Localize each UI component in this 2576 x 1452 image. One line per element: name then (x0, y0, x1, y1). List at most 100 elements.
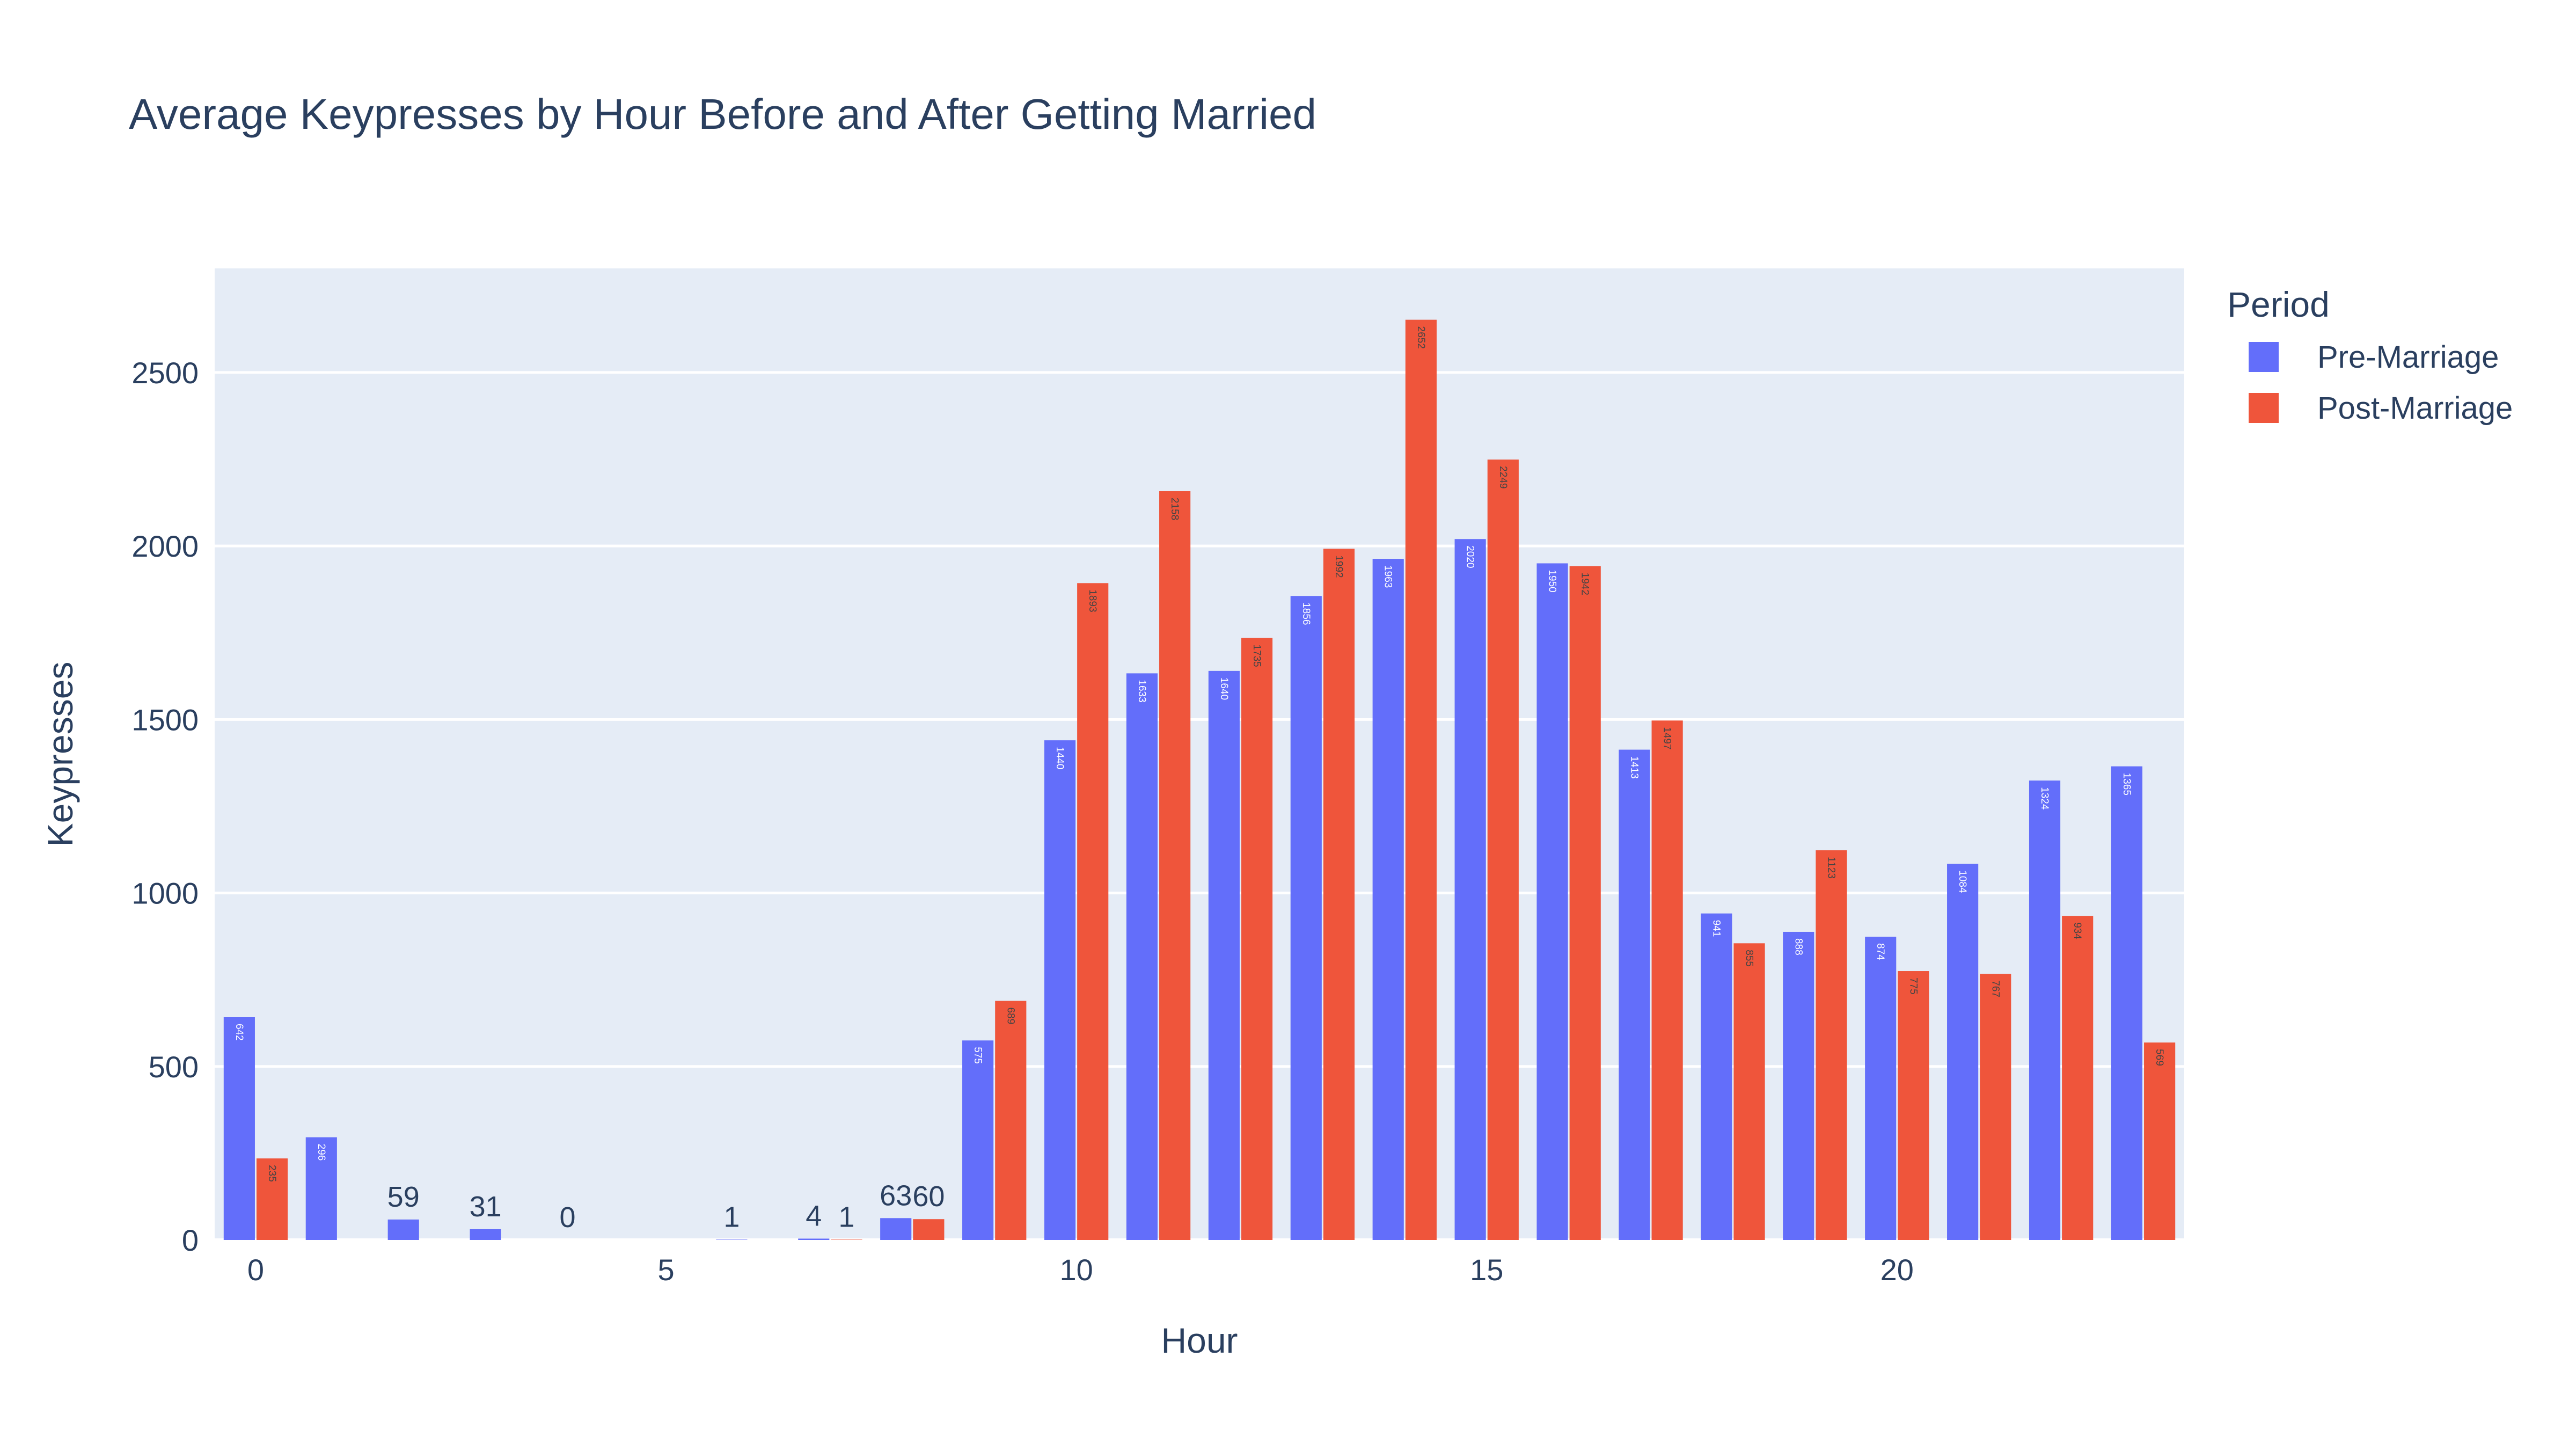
bar-value-label: 2249 (1497, 466, 1509, 488)
bar-value-label: 888 (1792, 938, 1804, 955)
bar-value-label: 1963 (1382, 565, 1394, 588)
bar-value-label: 1992 (1333, 555, 1344, 578)
y-tick-label: 1500 (131, 703, 199, 736)
bar-pre-hour-15[interactable] (1454, 539, 1486, 1240)
bar-post-hour-12[interactable] (1241, 638, 1273, 1240)
bar-value-label: 1942 (1579, 573, 1591, 595)
bar-pre-hour-23[interactable] (2111, 766, 2143, 1240)
bar-post-hour-11[interactable] (1159, 491, 1191, 1241)
bar-value-label: 941 (1710, 920, 1722, 937)
bar-value-label: 1 (838, 1201, 854, 1233)
bar-pre-hour-10[interactable] (1044, 740, 1076, 1240)
bar-pre-hour-9[interactable] (962, 1040, 994, 1240)
bar-value-label: 31 (470, 1191, 502, 1223)
bar-post-hour-19[interactable] (1816, 850, 1847, 1240)
bar-pre-hour-13[interactable] (1290, 596, 1322, 1240)
legend-label: Pre-Marriage (2317, 340, 2499, 375)
x-tick-label: 15 (1470, 1253, 1503, 1287)
bar-value-label: 1365 (2121, 773, 2132, 796)
bar-value-label: 855 (1744, 950, 1755, 967)
bar-value-label: 1633 (1136, 680, 1147, 702)
bar-pre-hour-18[interactable] (1701, 913, 1732, 1240)
bar-post-hour-20[interactable] (1898, 971, 1929, 1240)
bar-value-label: 235 (266, 1165, 277, 1182)
bar-post-hour-9[interactable] (995, 1001, 1027, 1240)
bar-post-hour-15[interactable] (1487, 459, 1519, 1240)
bar-value-label: 2158 (1169, 498, 1180, 520)
bar-value-label: 775 (1907, 977, 1919, 995)
bar-value-label: 1893 (1087, 589, 1098, 612)
bar-post-hour-8[interactable] (913, 1219, 945, 1240)
bar-value-label: 1324 (2039, 787, 2050, 810)
bar-value-label: 2020 (1465, 545, 1476, 568)
bar-pre-hour-22[interactable] (2029, 780, 2061, 1240)
y-tick-label: 2500 (131, 356, 199, 390)
bar-pre-hour-14[interactable] (1372, 559, 1404, 1240)
bar-value-label: 1856 (1300, 602, 1312, 625)
bar-value-label: 1497 (1662, 727, 1673, 749)
bar-pre-hour-20[interactable] (1865, 937, 1897, 1240)
x-tick-label: 10 (1059, 1253, 1093, 1287)
y-tick-label: 0 (182, 1223, 199, 1257)
bar-value-label: 642 (233, 1024, 245, 1041)
bar-value-label: 59 (387, 1181, 420, 1213)
gridlines (215, 371, 2184, 1242)
bar-pre-hour-21[interactable] (1947, 864, 1979, 1240)
bar-value-label: 1413 (1628, 756, 1640, 779)
bar-pre-hour-17[interactable] (1619, 749, 1650, 1240)
legend-items[interactable]: Pre-Marriage Post-Marriage (2249, 340, 2513, 426)
bar-post-hour-13[interactable] (1323, 549, 1355, 1241)
legend-swatch (2249, 393, 2279, 423)
bar-post-hour-10[interactable] (1077, 583, 1109, 1240)
bar-value-label: 2652 (1415, 326, 1426, 349)
chart-title: Average Keypresses by Hour Before and Af… (129, 90, 1316, 138)
legend-item-post-marriage[interactable]: Post-Marriage (2249, 391, 2513, 426)
y-axis-ticks: 0 500 1000 1500 2000 2500 (131, 356, 199, 1257)
bar-value-label: 767 (1989, 980, 2001, 997)
x-tick-label: 20 (1880, 1253, 1914, 1287)
bar-pre-hour-6[interactable] (716, 1239, 748, 1240)
bar-value-label: 296 (316, 1144, 327, 1161)
y-tick-label: 1000 (131, 877, 199, 910)
y-tick-label: 2000 (131, 529, 199, 563)
bar-pre-hour-11[interactable] (1126, 673, 1158, 1240)
bar-value-label: 63 (880, 1179, 912, 1212)
bar-pre-hour-1[interactable] (305, 1137, 337, 1240)
legend[interactable]: Period Pre-Marriage Post-Marriage (2227, 284, 2513, 426)
bar-pre-hour-12[interactable] (1208, 670, 1240, 1240)
bar-post-hour-14[interactable] (1405, 319, 1437, 1241)
bar-post-hour-7[interactable] (831, 1239, 862, 1240)
bar-pre-hour-0[interactable] (223, 1017, 255, 1240)
bar-value-label: 1950 (1547, 570, 1558, 592)
bar-post-hour-16[interactable] (1569, 566, 1601, 1240)
legend-swatch (2249, 342, 2279, 372)
bar-post-hour-22[interactable] (2062, 916, 2094, 1240)
bar-post-hour-17[interactable] (1651, 720, 1683, 1240)
bar-pre-hour-19[interactable] (1783, 931, 1814, 1240)
x-axis-ticks: 0 5 10 15 20 (247, 1253, 1914, 1287)
legend-item-pre-marriage[interactable]: Pre-Marriage (2249, 340, 2499, 375)
bar-post-hour-23[interactable] (2144, 1042, 2176, 1240)
bar-post-hour-18[interactable] (1733, 943, 1765, 1240)
bar-pre-hour-7[interactable] (798, 1238, 830, 1240)
bar-post-hour-21[interactable] (1980, 974, 2011, 1240)
bar-pre-hour-3[interactable] (470, 1229, 501, 1240)
plot-area (215, 268, 2184, 1240)
bar-pre-hour-2[interactable] (387, 1219, 419, 1240)
legend-title: Period (2227, 284, 2330, 324)
y-axis-title: Keypresses (40, 662, 80, 847)
bar-post-hour-0[interactable] (256, 1158, 288, 1240)
bar-value-label: 689 (1005, 1008, 1016, 1025)
bar-value-label: 4 (806, 1200, 822, 1232)
bar-pre-hour-8[interactable] (880, 1218, 912, 1240)
bar-pre-hour-16[interactable] (1536, 563, 1568, 1240)
bar-value-label: 1123 (1825, 857, 1836, 879)
bar-value-label: 934 (2072, 922, 2083, 939)
bar-value-label: 569 (2154, 1049, 2165, 1066)
bar-value-label: 575 (972, 1047, 983, 1064)
y-tick-label: 500 (149, 1050, 199, 1084)
bar-value-label: 1440 (1054, 747, 1065, 769)
